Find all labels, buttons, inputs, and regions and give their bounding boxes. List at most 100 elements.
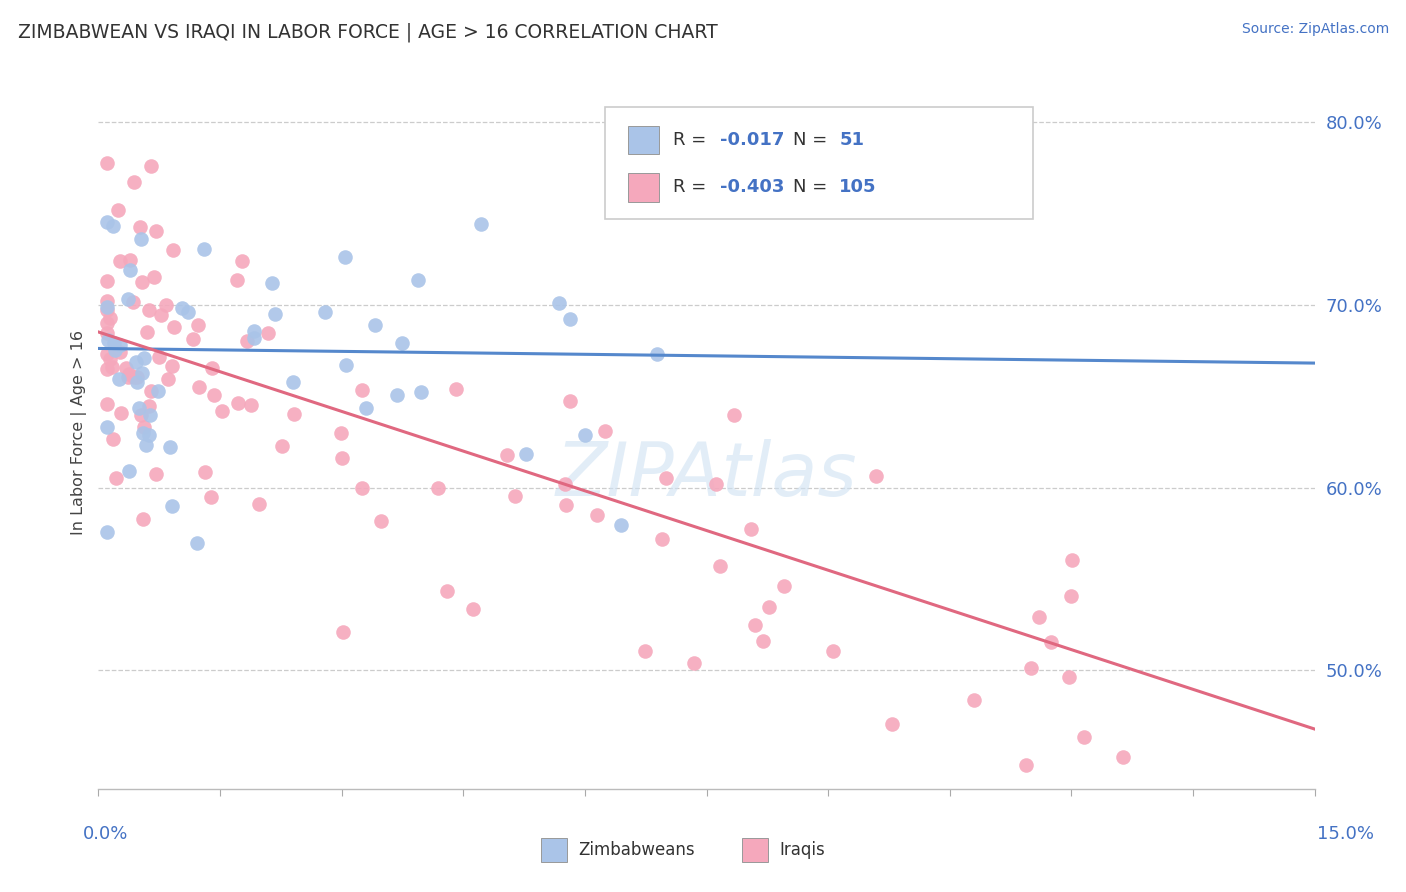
Point [610, 518, 633, 533]
Point [554, 498, 576, 512]
Point [257, 326, 280, 340]
Point [96, 420, 118, 434]
Point [352, 481, 374, 495]
Point [231, 253, 253, 268]
Point [226, 396, 249, 410]
Point [108, 344, 131, 359]
Point [96, 293, 118, 308]
Point [118, 367, 141, 381]
Point [108, 253, 131, 268]
Point [558, 311, 581, 326]
Point [117, 292, 139, 306]
Point [496, 449, 519, 463]
Text: Source: ZipAtlas.com: Source: ZipAtlas.com [1241, 22, 1389, 37]
Text: Zimbabweans: Zimbabweans [578, 841, 695, 859]
Point [194, 465, 217, 479]
Point [263, 307, 285, 321]
Point [118, 252, 141, 267]
Point [882, 716, 904, 731]
Point [96, 362, 118, 376]
Point [122, 369, 145, 384]
Point [138, 399, 160, 413]
Point [96, 215, 118, 229]
Point [586, 508, 609, 523]
Point [1015, 757, 1038, 772]
Point [335, 358, 357, 372]
Point [1062, 553, 1084, 567]
Point [350, 384, 373, 398]
Point [122, 295, 145, 310]
Point [115, 361, 138, 376]
Point [131, 512, 153, 526]
Point [558, 394, 581, 409]
Point [132, 426, 155, 441]
Point [645, 347, 668, 361]
Point [554, 476, 576, 491]
Point [515, 447, 537, 461]
Point [145, 467, 167, 482]
Point [103, 219, 125, 234]
Point [110, 338, 132, 352]
Point [186, 535, 208, 549]
Point [135, 438, 157, 452]
Point [593, 425, 616, 439]
Text: 15.0%: 15.0% [1317, 825, 1374, 843]
Point [330, 425, 353, 440]
Point [128, 401, 150, 415]
Point [160, 499, 183, 513]
Y-axis label: In Labor Force | Age > 16: In Labor Force | Age > 16 [72, 330, 87, 535]
Point [129, 408, 152, 422]
Point [260, 277, 283, 291]
Point [444, 382, 467, 396]
Point [162, 243, 184, 257]
Point [96, 300, 118, 314]
Point [236, 334, 259, 348]
Point [160, 359, 183, 374]
Point [354, 401, 377, 415]
Point [243, 331, 266, 345]
Text: N =: N = [793, 131, 832, 149]
Text: R =: R = [673, 131, 713, 149]
Point [651, 532, 673, 546]
Point [96, 326, 118, 340]
Point [135, 325, 157, 339]
Point [104, 343, 127, 357]
Point [138, 302, 160, 317]
Point [96, 316, 118, 330]
Text: 0.0%: 0.0% [83, 825, 128, 843]
Point [96, 524, 118, 539]
Point [505, 489, 527, 503]
Point [751, 634, 773, 648]
Point [155, 298, 177, 312]
Point [211, 404, 233, 418]
Point [117, 464, 139, 478]
Point [723, 408, 745, 422]
Point [143, 270, 166, 285]
Point [187, 380, 209, 394]
Point [162, 320, 184, 334]
Point [370, 514, 392, 528]
Point [132, 419, 155, 434]
Point [127, 376, 149, 390]
Point [281, 375, 304, 389]
Point [470, 217, 492, 231]
Point [1028, 610, 1050, 624]
Point [314, 305, 336, 319]
Point [247, 497, 270, 511]
Point [117, 369, 139, 384]
Point [655, 471, 678, 485]
Point [105, 470, 128, 484]
Text: -0.017: -0.017 [720, 131, 785, 149]
Point [96, 274, 118, 288]
Point [201, 360, 224, 375]
Text: R =: R = [673, 178, 713, 196]
Point [427, 481, 450, 495]
Point [96, 302, 118, 317]
Point [1059, 670, 1081, 684]
Point [243, 324, 266, 338]
Text: N =: N = [793, 178, 832, 196]
Text: ZIPAtlas: ZIPAtlas [555, 440, 858, 511]
Point [963, 693, 986, 707]
Point [744, 617, 766, 632]
Point [177, 304, 200, 318]
